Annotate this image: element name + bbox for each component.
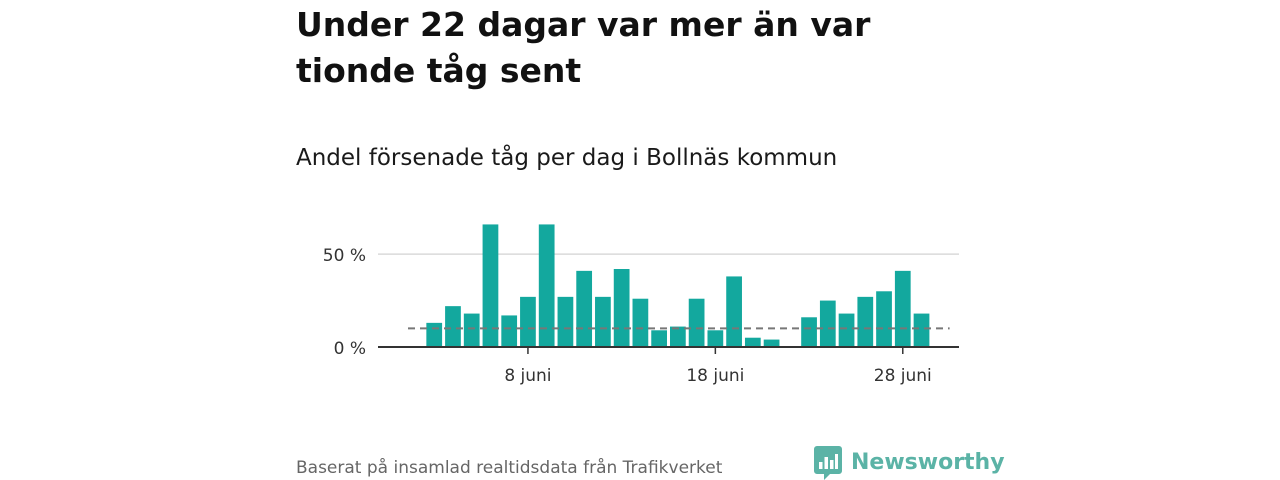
bar	[913, 313, 930, 347]
bar	[669, 326, 686, 347]
bar	[632, 298, 649, 347]
source-note: Baserat på insamlad realtidsdata från Tr…	[296, 458, 723, 478]
bar	[520, 296, 536, 347]
chart-card: Under 22 dagar var mer än var tionde tåg…	[296, 0, 1005, 480]
x-tick-label: 18 juni	[686, 366, 744, 386]
bar	[688, 298, 705, 347]
bar	[819, 300, 836, 347]
bar	[501, 315, 518, 347]
chart-subtitle: Andel försenade tåg per dag i Bollnäs ko…	[296, 145, 838, 171]
bar	[538, 224, 555, 347]
bar	[801, 317, 817, 347]
headline: Under 22 dagar var mer än var tionde tåg…	[296, 5, 871, 90]
bar	[763, 339, 780, 347]
bar	[726, 276, 742, 347]
bar	[426, 322, 443, 347]
bar	[744, 337, 761, 347]
bar	[482, 224, 499, 347]
newsworthy-logo-icon	[814, 446, 842, 480]
bar	[445, 306, 461, 347]
bar	[707, 330, 724, 347]
bar	[595, 296, 611, 347]
bar	[876, 291, 892, 347]
bar	[857, 296, 874, 347]
bar	[576, 270, 593, 347]
brand-name: Newsworthy	[851, 450, 1005, 475]
bar	[838, 313, 855, 347]
bar	[557, 296, 574, 347]
bar	[894, 270, 911, 347]
x-tick-label: 8 juni	[504, 366, 551, 386]
bar-chart: 0 % 50 % 8 juni 18 juni 28 juni	[296, 200, 986, 400]
bar	[463, 313, 480, 347]
brand-logo: Newsworthy	[814, 446, 1005, 480]
bar-chart-svg: 0 % 50 % 8 juni 18 juni 28 juni	[323, 224, 959, 386]
bar	[613, 269, 630, 347]
y-tick-label: 50 %	[323, 246, 366, 266]
bar	[651, 330, 668, 347]
x-tick-label: 28 juni	[874, 366, 932, 386]
y-tick-label: 0 %	[334, 339, 366, 359]
